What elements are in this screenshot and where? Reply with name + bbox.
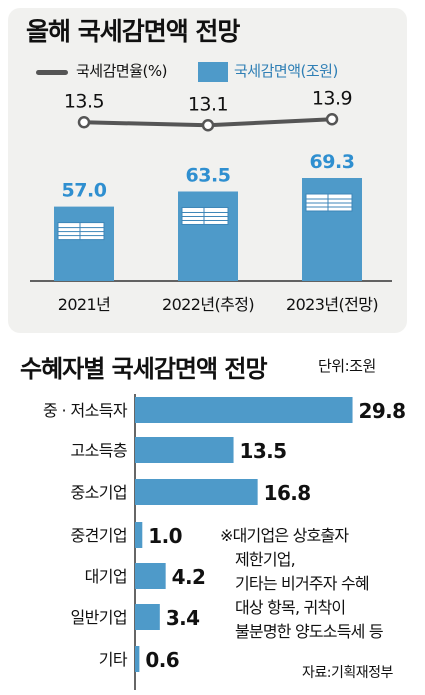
category-label: 대기업 <box>85 567 127 586</box>
rate-point-2 <box>325 113 339 126</box>
rate-point-1 <box>201 119 215 132</box>
source-label: 자료:기획재정부 <box>302 665 393 681</box>
hbar-4 <box>135 563 166 589</box>
footnote-line: 불분명한 양도소득세 등 <box>235 622 384 641</box>
x-tick-label: 2023년(전망) <box>286 295 378 314</box>
legend-bar-marker <box>198 62 228 82</box>
bar-value-label: 57.0 <box>62 180 107 202</box>
top-chart-title: 올해 국세감면액 전망 <box>26 17 240 46</box>
bar-value-label: 63.5 <box>186 164 231 186</box>
legend-bar-label: 국세감면액(조원) <box>234 62 338 80</box>
rate-value-label: 13.9 <box>312 87 352 109</box>
x-tick-label: 2022년(추정) <box>162 295 254 314</box>
hbar-2 <box>135 479 258 505</box>
hbar-value-label: 3.4 <box>166 606 200 630</box>
hbar-0 <box>135 397 353 423</box>
legend-line-label: 국세감면율(%) <box>76 62 167 80</box>
unit-label: 단위:조원 <box>318 357 376 375</box>
money-stack-icon <box>181 206 229 225</box>
footnote-line: 제한기업, <box>235 550 296 569</box>
category-label: 중견기업 <box>71 526 127 545</box>
category-label: 기타 <box>99 650 128 669</box>
hbar-value-label: 16.8 <box>264 481 311 505</box>
hbar-3 <box>135 522 143 548</box>
rate-point-0 <box>77 116 91 129</box>
category-label: 일반기업 <box>71 608 127 627</box>
footnote-line: 기타는 비거주자 수혜 <box>235 574 370 593</box>
hbar-6 <box>135 646 140 672</box>
footnote-line: ※대기업은 상호출자 <box>220 526 349 545</box>
hbar-value-label: 1.0 <box>148 524 182 548</box>
annual-reduction-chart: 57.0 2021년 63.5 2022년(추정) 69.3 2023년(전망) 13.5 1… <box>30 87 392 314</box>
hbar-5 <box>135 604 160 630</box>
bar-0 <box>54 206 114 281</box>
category-label: 고소득층 <box>71 441 127 460</box>
money-stack-icon <box>305 193 353 212</box>
bottom-chart-title: 수혜자별 국세감면액 전망 <box>20 355 268 383</box>
hbar-value-label: 13.5 <box>240 439 287 463</box>
hbar-1 <box>135 437 234 463</box>
money-stack-icon <box>57 222 105 241</box>
category-label: 중소기업 <box>71 483 127 502</box>
hbar-value-label: 29.8 <box>359 399 406 423</box>
hbar-value-label: 4.2 <box>172 565 206 589</box>
x-tick-label: 2021년 <box>58 295 110 314</box>
bar-value-label: 69.3 <box>310 151 355 173</box>
category-label: 중 · 저소득자 <box>43 401 128 420</box>
bar-1 <box>178 191 238 281</box>
rate-value-label: 13.5 <box>64 90 104 112</box>
footnote-line: 대상 항목, 귀착이 <box>235 598 346 617</box>
legend-line-marker <box>36 70 68 75</box>
hbar-value-label: 0.6 <box>145 648 179 672</box>
rate-value-label: 13.1 <box>188 93 228 115</box>
